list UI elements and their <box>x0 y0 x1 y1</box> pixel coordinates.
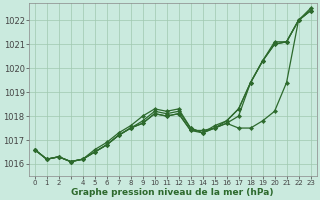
X-axis label: Graphe pression niveau de la mer (hPa): Graphe pression niveau de la mer (hPa) <box>71 188 274 197</box>
